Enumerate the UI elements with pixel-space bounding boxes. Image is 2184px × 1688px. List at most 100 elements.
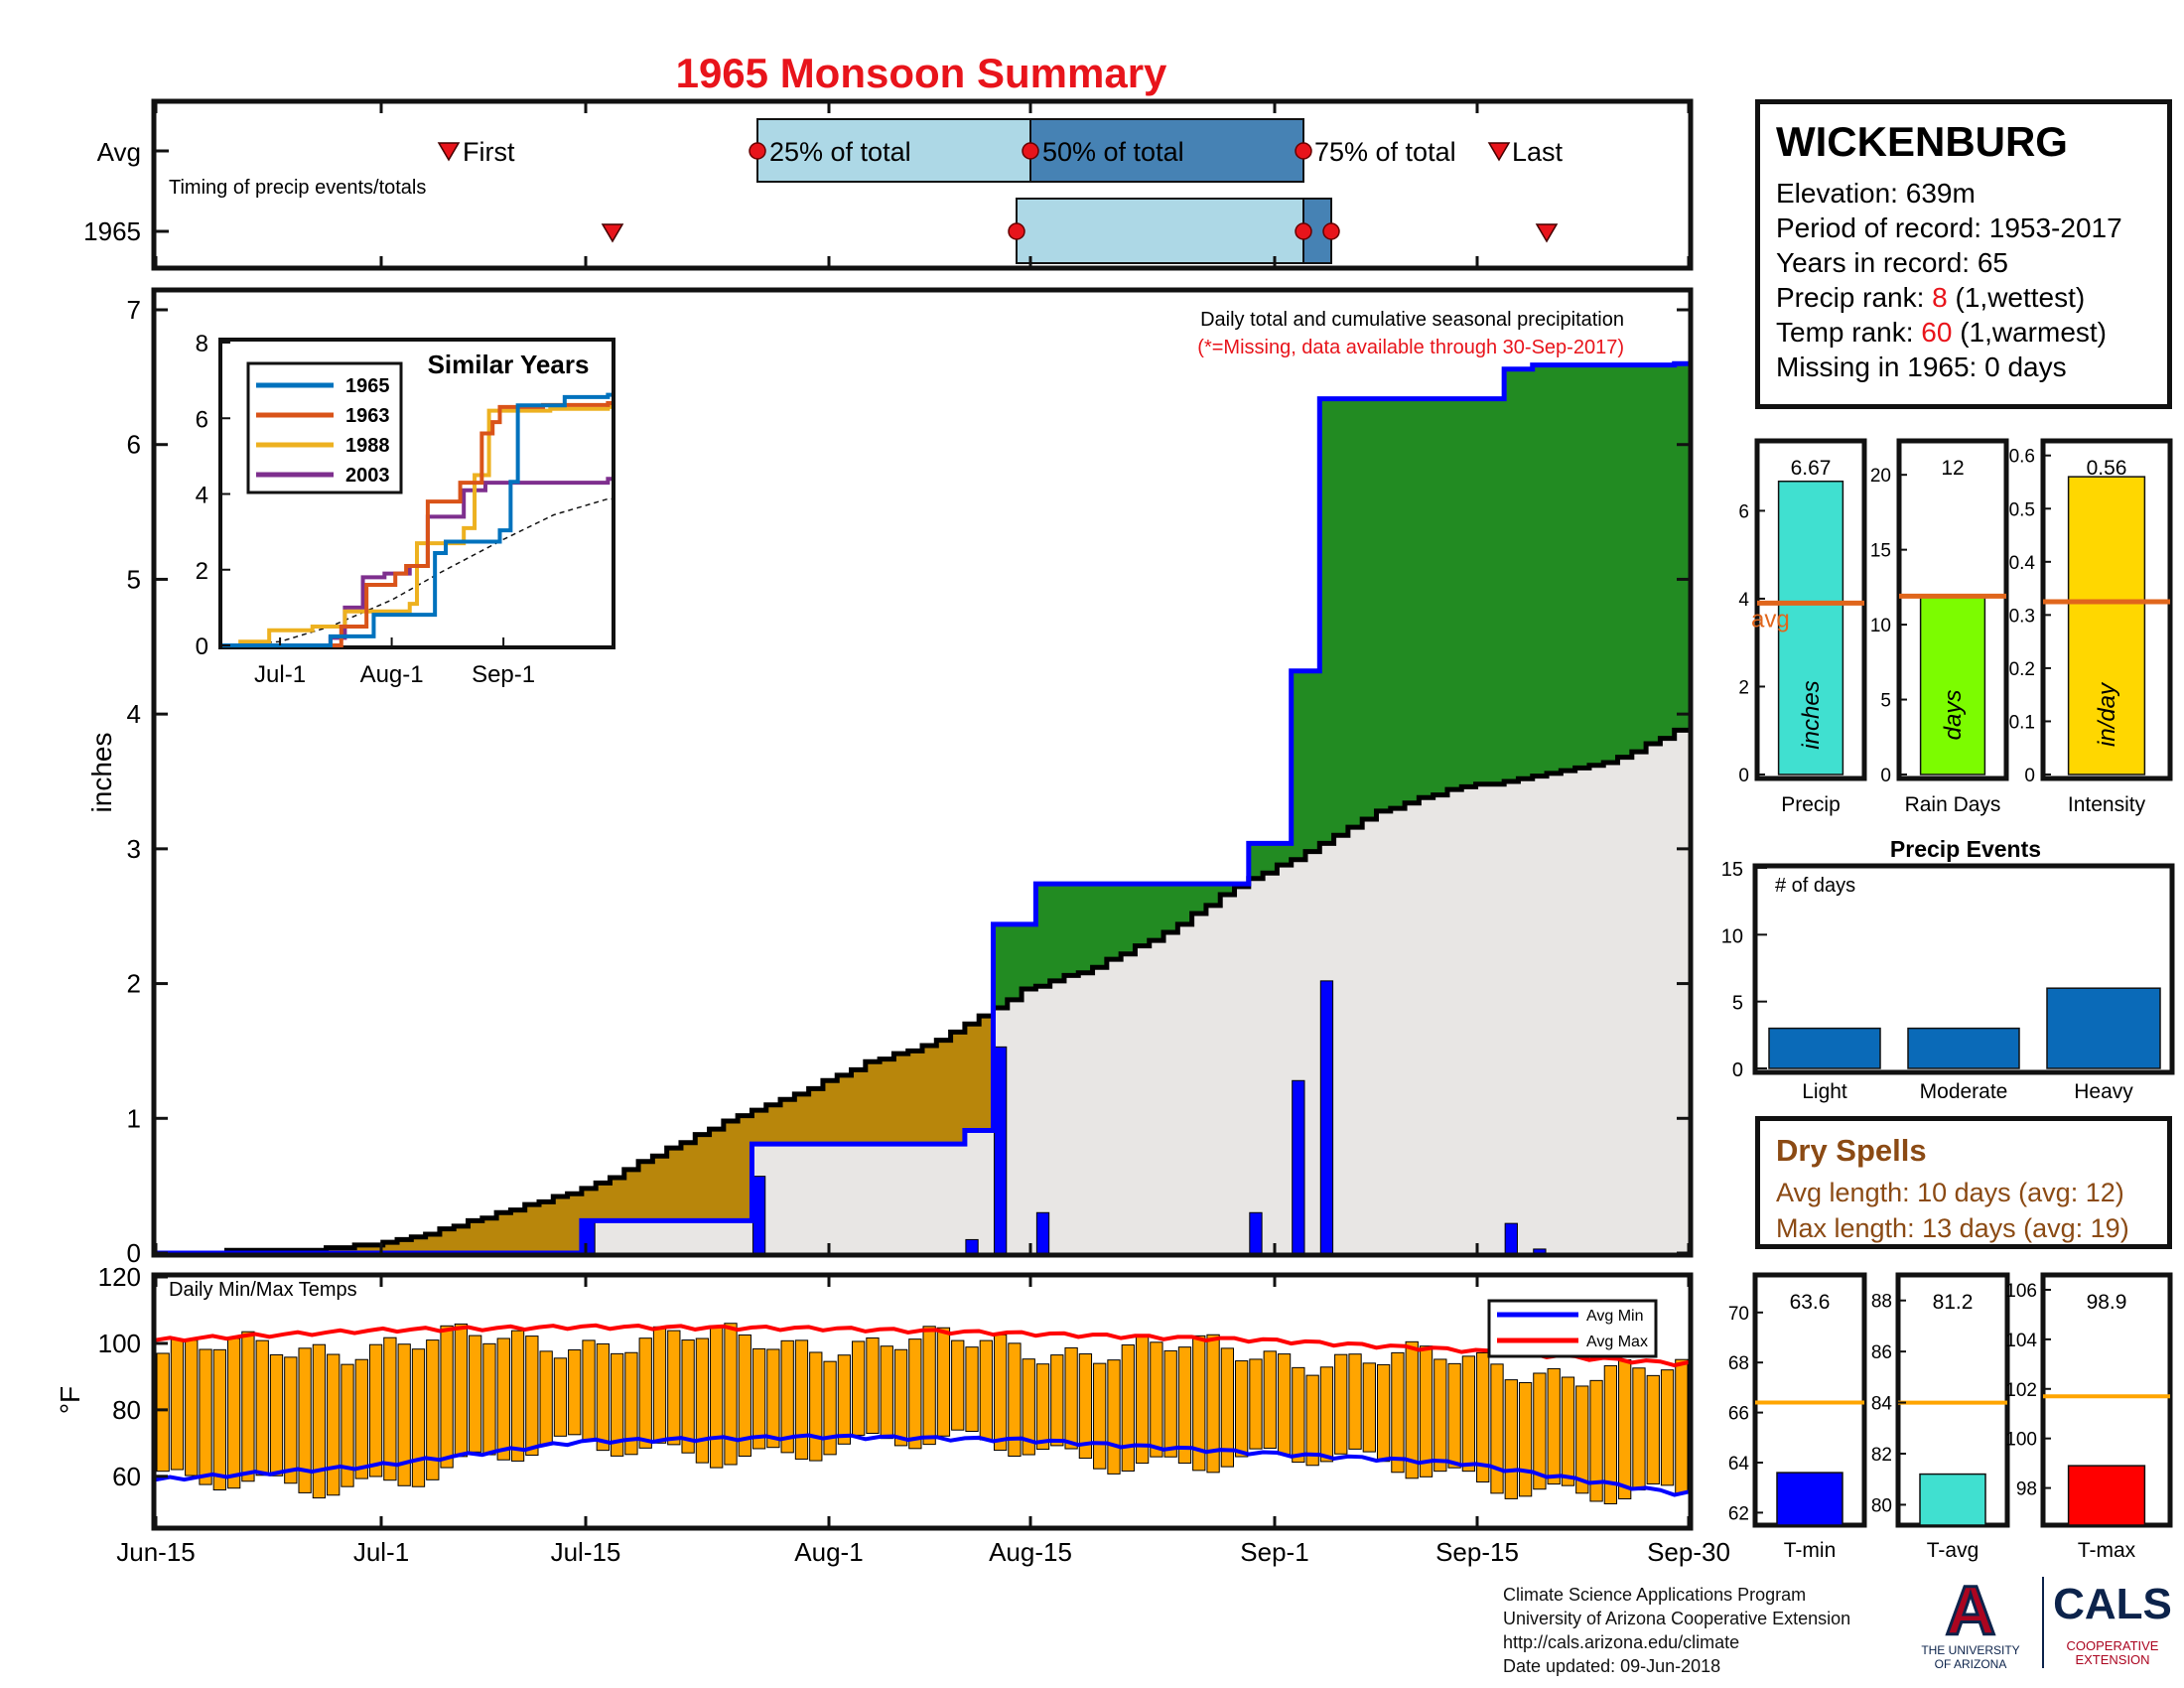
timing-percent-marker	[1322, 222, 1340, 240]
daily-temp-bar	[1419, 1345, 1433, 1477]
date-xtick-label: Jun-15	[116, 1537, 196, 1567]
timing-event-marker	[437, 142, 461, 162]
daily-precip-bar	[965, 1238, 979, 1254]
daily-temp-bar	[710, 1327, 724, 1469]
daily-temp-bar	[1334, 1353, 1348, 1455]
station-temp-rank: Temp rank: 60 (1,warmest)	[1776, 315, 2151, 350]
daily-temp-bar	[199, 1348, 212, 1485]
daily-precip-bar	[1319, 980, 1334, 1254]
inset-series-1965	[222, 392, 612, 647]
timing-event-marker	[1487, 142, 1511, 162]
daily-temp-bar	[1547, 1367, 1561, 1485]
timing-percent-marker	[749, 142, 766, 160]
date-xtick-label: Jul-15	[551, 1537, 621, 1567]
daily-temp-bar	[298, 1347, 312, 1493]
temp-summary-value: 98.9	[2087, 1291, 2127, 1314]
precip-ytick-label: 4	[127, 699, 141, 729]
timing-caption: Timing of precip events/totals	[169, 177, 426, 199]
temp-panel: 60 80 100 120 Jun-15 Jul-1 Jul-15 Aug-1 Aug-15 S…	[55, 1243, 1730, 1567]
daily-temp-bar	[979, 1339, 993, 1441]
footer-line-3: http://cals.arizona.edu/climate	[1503, 1632, 1740, 1652]
daily-temp-bar	[951, 1339, 965, 1431]
daily-temp-bar	[1632, 1367, 1646, 1491]
daily-temp-bar	[1476, 1351, 1490, 1483]
dry-spells-box: Dry Spells Avg length: 10 days (avg: 12)…	[1755, 1116, 2172, 1249]
footer-credits: Climate Science Applications Program Uni…	[1503, 1583, 1850, 1678]
daily-temp-bar	[568, 1349, 582, 1436]
dry-spells-max: Max length: 13 days (avg: 19)	[1776, 1213, 2129, 1243]
summary-value-label: 12	[1941, 457, 1964, 480]
date-xtick-label: Sep-15	[1435, 1537, 1519, 1567]
precip-ytick-label: 1	[127, 1103, 141, 1133]
footer-line-2: University of Arizona Cooperative Extens…	[1503, 1609, 1851, 1628]
daily-temp-bar	[624, 1351, 638, 1456]
summary-ytick-label: 0	[2024, 766, 2035, 786]
daily-temp-bar	[156, 1352, 170, 1473]
precip-events-panel: Precip Events Light Moderate Heavy 0 5 10 15 #…	[1721, 836, 2175, 1103]
daily-temp-bar	[1504, 1379, 1518, 1499]
daily-temp-bar	[610, 1352, 624, 1457]
inset-ytick-label: 8	[196, 331, 208, 357]
precip-event-category: Moderate	[1920, 1080, 2008, 1103]
avg-50-75-box	[1029, 118, 1304, 183]
daily-temp-bar	[454, 1323, 469, 1458]
cals-logo-title: CALS	[2053, 1580, 2172, 1628]
summary-ytick-label: 0.3	[2009, 606, 2035, 627]
date-xtick-label: Aug-15	[989, 1537, 1072, 1567]
inset-legend-label: 1965	[345, 375, 390, 397]
footer-line-4: Date updated: 09-Jun-2018	[1503, 1656, 1721, 1676]
daily-temp-bar	[1376, 1363, 1391, 1463]
timing-row-year: 1965	[83, 216, 141, 246]
daily-temp-bar	[341, 1363, 354, 1487]
timing-percent-marker	[1295, 222, 1312, 240]
daily-temp-bar	[553, 1357, 568, 1437]
daily-temp-bar	[1646, 1374, 1660, 1484]
precip-ytick-label: 2	[127, 969, 141, 999]
temp-summary-ytick-label: 84	[1871, 1394, 1893, 1415]
ua-logo-text-2: OF ARIZONA	[1935, 1657, 2007, 1671]
temp-summary-xlabel: T-min	[1784, 1539, 1837, 1562]
temp-summary-bar-1	[1919, 1473, 1986, 1526]
inset-legend-label: 1963	[345, 405, 390, 427]
daily-temp-bar	[582, 1339, 596, 1442]
temp-ytick-label: 120	[98, 1262, 141, 1292]
station-elevation: Elevation: 639m	[1776, 178, 1976, 209]
summary-bar-panels: 6.67 inches Precip 0 2 4 6 avg 12 days Rain Days 0 5…	[1738, 438, 2173, 816]
precip-ytick-label: 3	[127, 834, 141, 864]
daily-temp-bar	[269, 1353, 284, 1477]
summary-ytick-label: 15	[1870, 541, 1891, 562]
precip-events-caption: # of days	[1775, 875, 1855, 897]
daily-temp-bar	[185, 1339, 199, 1477]
summary-ytick-label: 10	[1870, 616, 1891, 636]
daily-temp-bar	[1447, 1362, 1461, 1469]
marker-p75-label: 75% of total	[1314, 137, 1456, 167]
date-xtick-label: Sep-1	[1240, 1537, 1308, 1567]
daily-temp-bar	[327, 1353, 341, 1496]
summary-ytick-label: 0.4	[2009, 553, 2036, 574]
precip-panel: 0 1 2 3 4 5 6 7 inches Daily total and cumulati…	[86, 287, 1694, 1268]
daily-temp-bar	[1618, 1359, 1632, 1499]
temp-summary-ytick-label: 102	[2005, 1380, 2037, 1401]
temp-ytick-label: 100	[98, 1329, 141, 1358]
figure-title: 1965 Monsoon Summary	[676, 50, 1167, 96]
daily-temp-bar	[1391, 1351, 1405, 1474]
summary-ytick-label: 0.2	[2009, 659, 2035, 680]
daily-precip-bar	[751, 1176, 766, 1254]
daily-temp-bar	[1675, 1358, 1689, 1494]
temp-summary-bar-2	[2067, 1465, 2146, 1526]
summary-avg-label: avg	[1751, 606, 1790, 633]
daily-temp-bar	[1305, 1374, 1319, 1467]
station-precip-rank: Precip rank: 8 (1,wettest)	[1776, 280, 2151, 315]
temp-summary-ytick-label: 106	[2005, 1281, 2037, 1302]
timing-event-marker	[1535, 223, 1559, 243]
similar-years-inset: 0 2 4 6 8 Jul-1 Aug-1 Sep-1 Similar Years 1965 1…	[196, 331, 615, 688]
temp-summary-ytick-label: 104	[2005, 1331, 2037, 1351]
summary-bar-0	[1777, 480, 1844, 775]
precip-event-bar	[2046, 987, 2161, 1069]
summary-unit-label: days	[1940, 690, 1967, 741]
daily-temp-bar	[539, 1350, 553, 1446]
temp-caption: Daily Min/Max Temps	[169, 1279, 357, 1301]
daily-temp-bar	[681, 1339, 695, 1454]
dry-spells-avg: Avg length: 10 days (avg: 12)	[1776, 1178, 2124, 1207]
precip-rank-prefix: Precip rank:	[1776, 282, 1933, 313]
